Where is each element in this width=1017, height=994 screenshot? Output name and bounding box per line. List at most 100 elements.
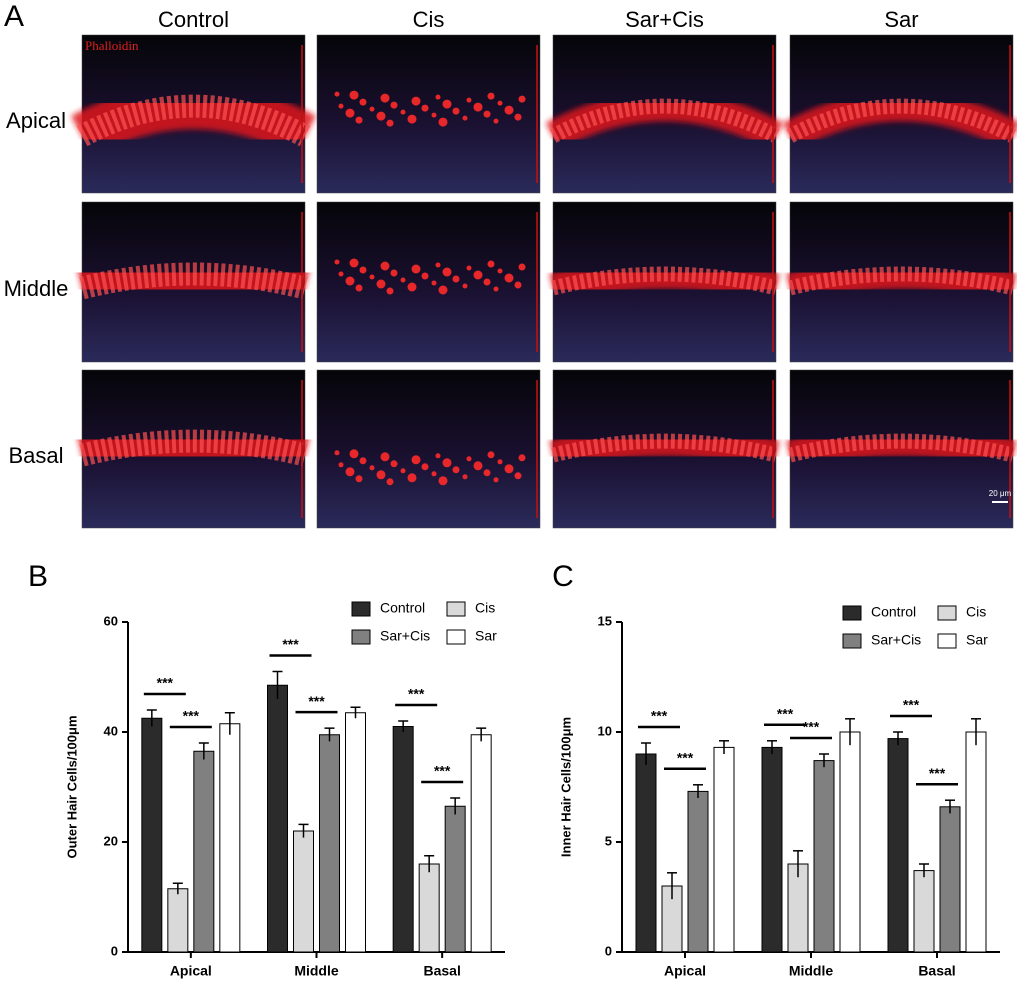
column-header: Control — [158, 7, 229, 32]
column-header: Sar — [884, 7, 918, 32]
error-bar — [667, 872, 677, 900]
error-bar — [641, 742, 651, 765]
error-bar — [845, 718, 855, 746]
cell-spot — [504, 273, 514, 283]
bar — [939, 806, 961, 953]
row-label: Middle — [4, 276, 69, 301]
y-tick-label: 0 — [111, 943, 118, 958]
legend-swatch — [446, 601, 466, 617]
cell-spot — [386, 119, 394, 127]
cell-spot — [338, 103, 344, 109]
significance-label: *** — [434, 763, 451, 779]
bar — [193, 750, 215, 953]
cell-spot — [390, 460, 398, 468]
cell-spot — [431, 112, 437, 118]
micrograph — [786, 369, 1017, 529]
micrograph — [76, 369, 311, 529]
cell-spot — [473, 270, 483, 280]
error-bar — [893, 731, 903, 746]
legend-swatch — [842, 605, 862, 621]
legend-swatch — [937, 605, 957, 621]
x-tick-label: Middle — [789, 963, 834, 979]
bar — [761, 746, 783, 953]
error-bar — [224, 712, 235, 735]
cell-spot — [359, 457, 367, 465]
edge-line — [536, 45, 538, 183]
bar — [167, 888, 189, 953]
cell-spot — [411, 264, 421, 274]
cell-spot — [466, 456, 472, 462]
cell-spot — [359, 266, 367, 274]
cell-spot — [380, 93, 390, 103]
edge-line — [1009, 380, 1011, 518]
edge-line — [536, 380, 538, 518]
y-tick-label: 60 — [104, 613, 118, 628]
bar — [635, 753, 657, 953]
cell-spot — [493, 477, 499, 483]
y-axis-title: Outer Hair Cells/100μm — [64, 715, 79, 858]
cell-spot — [438, 117, 448, 127]
cell-spot — [345, 276, 355, 286]
cell-spot — [442, 99, 452, 109]
legend-swatch — [351, 629, 371, 645]
error-bar — [272, 670, 283, 699]
error-bar — [793, 850, 803, 878]
micrograph — [545, 34, 784, 194]
edge-line — [1009, 212, 1011, 352]
edge-line — [301, 380, 303, 518]
cell-spot — [400, 109, 406, 115]
cell-spot — [355, 284, 363, 292]
error-bar — [398, 720, 409, 732]
cell-spot — [380, 452, 390, 462]
legend-swatch — [842, 633, 862, 649]
legend-swatch — [351, 601, 371, 617]
significance-label: *** — [903, 697, 920, 713]
error-bar — [719, 740, 729, 754]
cell-spot — [334, 91, 340, 97]
cell-spot — [369, 465, 375, 471]
y-axis-title: Inner Hair Cells/100μm — [558, 717, 573, 857]
hair-cell-rows — [551, 433, 778, 463]
cell-spot — [493, 118, 499, 124]
bar — [965, 731, 987, 953]
bar — [319, 734, 340, 953]
cell-spot — [390, 269, 398, 277]
x-tick-label: Apical — [170, 963, 212, 979]
edge-line — [772, 45, 774, 183]
error-bar — [476, 727, 487, 742]
cell-spot — [349, 258, 359, 268]
cell-spot — [487, 92, 495, 100]
bar — [913, 870, 935, 953]
legend-label: Cis — [966, 604, 986, 620]
cell-spot — [407, 114, 417, 124]
bar — [345, 712, 366, 953]
micrograph — [549, 201, 780, 363]
bar — [418, 863, 440, 953]
cell-spot — [334, 259, 340, 265]
bar — [687, 790, 709, 953]
cell-spot — [376, 279, 386, 289]
cell-spot — [386, 287, 394, 295]
bar — [293, 830, 314, 953]
error-bar — [324, 727, 335, 742]
significance-label: *** — [183, 708, 200, 724]
cell-spot — [334, 450, 340, 456]
bar — [813, 760, 835, 953]
cell-spot — [466, 265, 472, 271]
y-tick-label: 20 — [104, 833, 118, 848]
cell-spot — [442, 458, 452, 468]
edge-line — [301, 212, 303, 352]
column-header: Sar+Cis — [625, 7, 704, 32]
x-tick-label: Basal — [423, 963, 460, 979]
significance-label: *** — [677, 750, 694, 766]
micrograph — [786, 201, 1017, 363]
cell-spot — [369, 274, 375, 280]
row-label: Basal — [8, 443, 63, 468]
cell-spot — [438, 476, 448, 486]
panel-label: C — [552, 560, 574, 593]
cell-spot — [400, 468, 406, 474]
significance-label: *** — [157, 675, 174, 691]
significance-label: *** — [929, 765, 946, 781]
error-bar — [172, 882, 183, 895]
cell-spot — [514, 281, 522, 289]
